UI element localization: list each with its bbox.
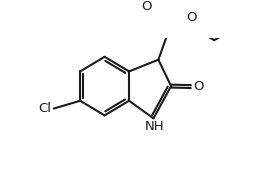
Text: O: O	[141, 0, 152, 13]
Text: NH: NH	[145, 120, 164, 133]
Text: O: O	[193, 80, 204, 93]
Text: O: O	[187, 11, 197, 24]
Text: Cl: Cl	[38, 102, 51, 115]
